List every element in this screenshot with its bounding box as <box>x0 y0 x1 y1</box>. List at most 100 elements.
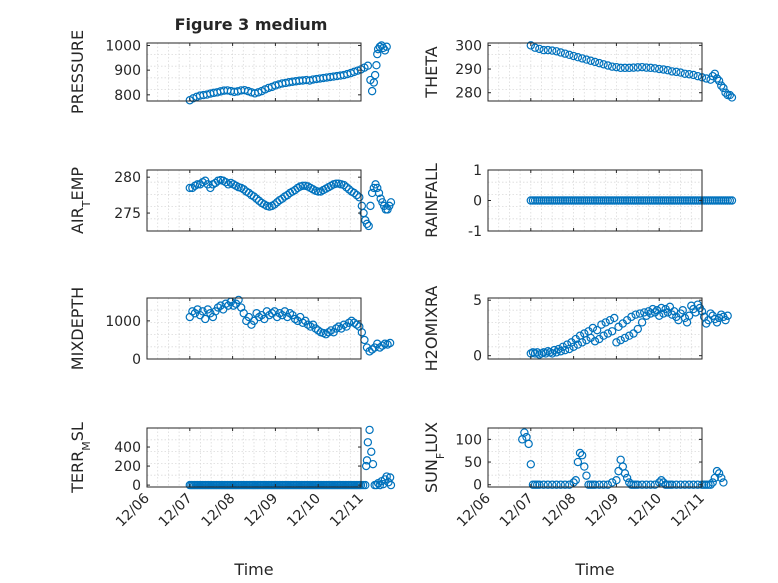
axes-box <box>487 297 703 360</box>
data-point <box>637 62 647 72</box>
data-point <box>357 201 367 211</box>
data-point <box>719 478 728 487</box>
subplot-theta: 280 290 300 THETA <box>422 38 737 102</box>
data-point <box>689 480 698 489</box>
data-point <box>582 55 591 64</box>
data-point <box>575 448 585 458</box>
data-point <box>270 200 279 209</box>
data-point <box>590 480 600 489</box>
data-point <box>717 81 726 90</box>
data-point <box>560 480 570 489</box>
data-point <box>364 221 373 231</box>
data-point <box>646 480 655 489</box>
data-point <box>374 188 384 198</box>
data-point <box>552 47 561 56</box>
data-point <box>384 478 393 487</box>
data-point <box>633 324 643 334</box>
data-point <box>372 61 381 70</box>
data-point <box>650 480 660 489</box>
data-point <box>213 303 223 312</box>
x-tick-label: 12/11 <box>668 491 708 531</box>
data-point <box>382 42 391 51</box>
series-markers <box>185 41 391 105</box>
data-point <box>331 179 341 188</box>
grid <box>488 170 702 231</box>
data-point <box>349 188 359 198</box>
data-point <box>633 63 643 72</box>
grid <box>488 298 702 359</box>
data-point <box>565 480 574 489</box>
data-point <box>573 457 583 467</box>
data-point <box>552 480 561 489</box>
data-point <box>306 322 315 331</box>
y-tick-label: 290 <box>455 62 482 78</box>
subplot-sun_flux: 0 50 100 SUNFLUX 12/06 12/07 12/08 12/09 12/10 12… <box>422 422 728 579</box>
y-tick-label: 5 <box>473 293 482 309</box>
data-point <box>357 328 367 337</box>
data-point <box>616 335 625 345</box>
data-point <box>727 196 737 205</box>
data-point <box>599 331 608 340</box>
data-point <box>714 469 724 478</box>
series-markers <box>526 300 732 359</box>
data-point <box>652 306 662 315</box>
axes-box <box>146 42 362 102</box>
data-point <box>577 338 587 347</box>
data-point <box>672 67 681 77</box>
y-tick-label: 275 <box>114 206 141 222</box>
data-point <box>616 63 625 73</box>
y-tick-label: 280 <box>114 170 141 186</box>
data-point <box>314 326 323 335</box>
y-axis-label: SUNFLUX <box>422 422 447 493</box>
data-point <box>365 425 374 435</box>
data-point <box>665 302 675 312</box>
grid <box>147 170 361 231</box>
x-tick-label: 12/09 <box>241 491 281 531</box>
data-point <box>386 480 396 490</box>
data-point <box>603 329 613 338</box>
data-point <box>610 313 619 323</box>
data-point <box>710 69 720 78</box>
subplot-pressure: 800 900 1000 PRESSURE <box>68 30 391 114</box>
data-point <box>620 333 630 343</box>
data-point <box>620 469 630 478</box>
y-tick-label: 0 <box>132 352 141 368</box>
data-point <box>355 193 364 202</box>
series-markers <box>185 295 395 356</box>
grid <box>147 428 361 487</box>
data-point <box>543 45 553 55</box>
data-point <box>385 338 395 348</box>
data-point <box>201 314 210 324</box>
data-point <box>560 345 570 355</box>
x-tick-label: 12/10 <box>625 491 665 531</box>
data-point <box>526 460 536 469</box>
y-tick-label: 200 <box>114 459 141 475</box>
data-point <box>612 475 621 485</box>
data-point <box>290 314 300 324</box>
data-point <box>599 60 608 69</box>
x-tick-label: 12/08 <box>199 491 239 531</box>
data-point <box>595 480 604 489</box>
data-point <box>569 51 578 61</box>
data-point <box>644 307 653 316</box>
data-point <box>324 328 333 337</box>
data-point <box>655 64 664 74</box>
y-tick-label: 0 <box>473 194 482 210</box>
data-point <box>676 480 685 489</box>
data-point <box>539 480 548 489</box>
data-point <box>607 327 617 336</box>
y-tick-label: 1 <box>473 163 482 179</box>
data-point <box>275 309 284 318</box>
subplot-terr_msl: 0 200 400 TERRMSL 12/06 12/07 12/08 12/09 12/10 1… <box>68 422 396 579</box>
data-point <box>367 86 377 96</box>
series-markers <box>185 175 396 231</box>
y-axis-label: MIXDEPTH <box>68 287 87 370</box>
data-point <box>362 456 372 465</box>
axes-box <box>146 169 362 232</box>
data-point <box>717 310 726 319</box>
data-point <box>252 194 261 203</box>
data-point <box>573 53 583 62</box>
data-point <box>678 306 687 315</box>
data-point <box>625 63 634 73</box>
